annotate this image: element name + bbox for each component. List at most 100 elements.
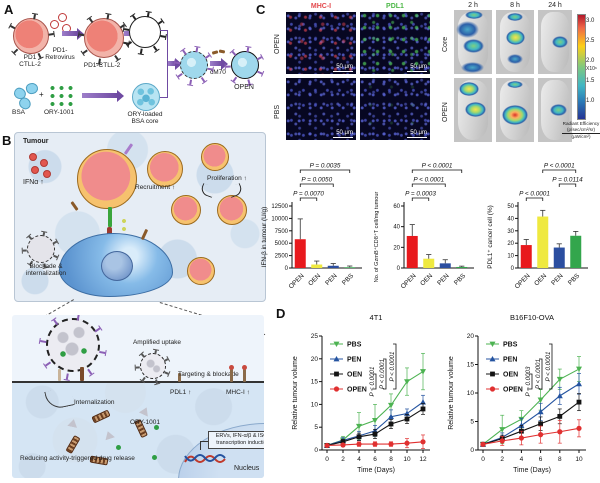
svg-text:PEN: PEN [347, 357, 361, 364]
svg-text:6: 6 [539, 456, 543, 463]
ory-dot-icon [152, 455, 157, 460]
svg-text:P = 0.0050: P = 0.0050 [301, 177, 332, 184]
ory-inset-label: ORY-1001 [130, 419, 160, 426]
mouse-image-core-8h [496, 10, 534, 74]
svg-text:PEN: PEN [550, 272, 565, 287]
spike [178, 73, 183, 78]
spike [233, 76, 238, 82]
colorbar-tick: 2.0 [586, 58, 595, 64]
spike [195, 47, 199, 53]
svg-text:PBS: PBS [567, 272, 582, 287]
spike [157, 20, 163, 25]
mouse-image-core-2h [454, 10, 492, 74]
spike [94, 327, 101, 333]
svg-text:P < 0.0001: P < 0.0001 [379, 359, 386, 389]
panel-c-label: C [256, 2, 266, 17]
mouse-image-core-24h [538, 10, 572, 74]
svg-text:5: 5 [314, 424, 318, 431]
ory-loaded-bsa-core-icon [132, 83, 160, 111]
ory-dot-icon [154, 425, 159, 430]
branch-arrow-icon [227, 183, 244, 198]
svg-text:P = 0.0035: P = 0.0035 [310, 163, 341, 170]
if-image-open-mhc1: 50 μm [286, 12, 356, 74]
cm70-label: cM70 [210, 69, 226, 76]
svg-text:PBS: PBS [453, 272, 468, 287]
svg-text:20: 20 [467, 333, 475, 340]
svg-text:5: 5 [470, 419, 474, 426]
svg-text:PBS: PBS [341, 272, 356, 287]
svg-text:PEN: PEN [503, 357, 517, 364]
spike [114, 54, 119, 60]
spike [246, 47, 250, 53]
svg-text:OEN: OEN [533, 272, 548, 287]
open-nanoparticle-icon [225, 47, 263, 85]
amplified-uptake-label: Amplified uptake [132, 339, 182, 346]
targeting-label: Targeting & blockade [178, 371, 239, 378]
svg-text:P < 0.0001: P < 0.0001 [413, 177, 444, 184]
spike [147, 12, 150, 18]
panel-b-label: B [2, 133, 12, 148]
t-cell-icon [187, 257, 215, 285]
retrovirus-icon [50, 20, 59, 29]
mouse-image-open-2h [454, 78, 492, 142]
spike [28, 236, 33, 240]
svg-text:OEN: OEN [307, 272, 322, 287]
spike [53, 319, 59, 326]
colorbar-caption: Radiant Efficiency (p/sec/cm²/sr) (μW/cm… [562, 121, 600, 139]
open-particle-docked-icon [40, 315, 106, 380]
drug-release-label: Reducing activity-triggered drug release [20, 455, 135, 462]
svg-text:40: 40 [393, 225, 400, 231]
if-row-pbs-label: PBS [274, 105, 281, 120]
open-particle-uptake-icon [135, 350, 169, 384]
cm70-molecules-icon [211, 49, 228, 55]
svg-text:0: 0 [314, 447, 318, 454]
svg-text:P < 0.0001: P < 0.0001 [519, 191, 550, 198]
receptor-icon [70, 201, 79, 211]
svg-text:10: 10 [311, 401, 319, 408]
spike [106, 14, 110, 20]
svg-text:7500: 7500 [275, 229, 289, 235]
line-chart-b16f10: B16F10-OVA 0 5 10 15 20 0 2 4 6 8 10 Time (Days) Rela… [444, 310, 596, 483]
svg-text:30: 30 [507, 229, 514, 235]
svg-text:PDL1⁺ cancer cell (%): PDL1⁺ cancer cell (%) [487, 205, 494, 268]
spike [201, 77, 206, 82]
svg-text:0: 0 [325, 456, 329, 463]
spike [153, 45, 158, 51]
cell-membrane [12, 381, 264, 383]
spike [135, 366, 141, 369]
receptor-icon [58, 369, 61, 381]
blockade-label: Blockade & internalization [25, 263, 67, 278]
spike [22, 249, 28, 252]
if-row-open-label: OPEN [274, 34, 281, 54]
svg-text:OEN: OEN [419, 272, 434, 287]
dna-icon [184, 454, 226, 463]
tumour-microenvironment-diagram: Tumour IFNα ↑ TCR GzmB ↑ Recruitment ↑ P… [14, 132, 266, 302]
svg-text:IFN-β in tumour (U/g): IFN-β in tumour (U/g) [261, 207, 268, 268]
spike [40, 340, 47, 344]
time-24h-header: 24 h [548, 2, 562, 9]
ory-1001-drug-dots-icon [48, 84, 74, 106]
bar-chart-svg: 0 20 40 60 OPEN OEN PEN PBS P = 0.0003 P < 0.0001… [373, 163, 474, 290]
svg-text:PEN: PEN [324, 272, 339, 287]
bar-chart-ifnb: 0 2500 5000 7500 10000 12500 OPEN OEN PEN PBS P = … [256, 146, 372, 315]
receptor-icon [80, 367, 84, 381]
merge-bracket [160, 30, 168, 98]
spike [127, 41, 133, 46]
svg-text:0: 0 [397, 266, 401, 272]
panel-a-schematic: PD1 CTLL-2 PD1- Retrovirus PD1-CTLL-2 + BS… [0, 0, 268, 132]
svg-text:10: 10 [467, 390, 475, 397]
spike [99, 350, 106, 354]
svg-text:No. of GzmB⁺CD8⁺T cell/mg tumo: No. of GzmB⁺CD8⁺T cell/mg tumour [373, 192, 380, 283]
svg-text:4T1: 4T1 [370, 313, 383, 322]
mhc1-column-header: MHC-I [310, 3, 332, 10]
svg-text:0: 0 [470, 447, 474, 454]
spike [33, 14, 36, 20]
spike [205, 54, 210, 59]
spike [10, 25, 16, 30]
svg-text:PBS: PBS [347, 342, 362, 349]
ory-label: ORY-1001 [44, 109, 74, 116]
spike [42, 232, 45, 237]
line-chart-4t1: 4T1 0 5 10 15 20 25 0 2 4 6 8 10 12 Time (Days) Relativ… [288, 310, 440, 483]
svg-text:20: 20 [393, 245, 400, 251]
